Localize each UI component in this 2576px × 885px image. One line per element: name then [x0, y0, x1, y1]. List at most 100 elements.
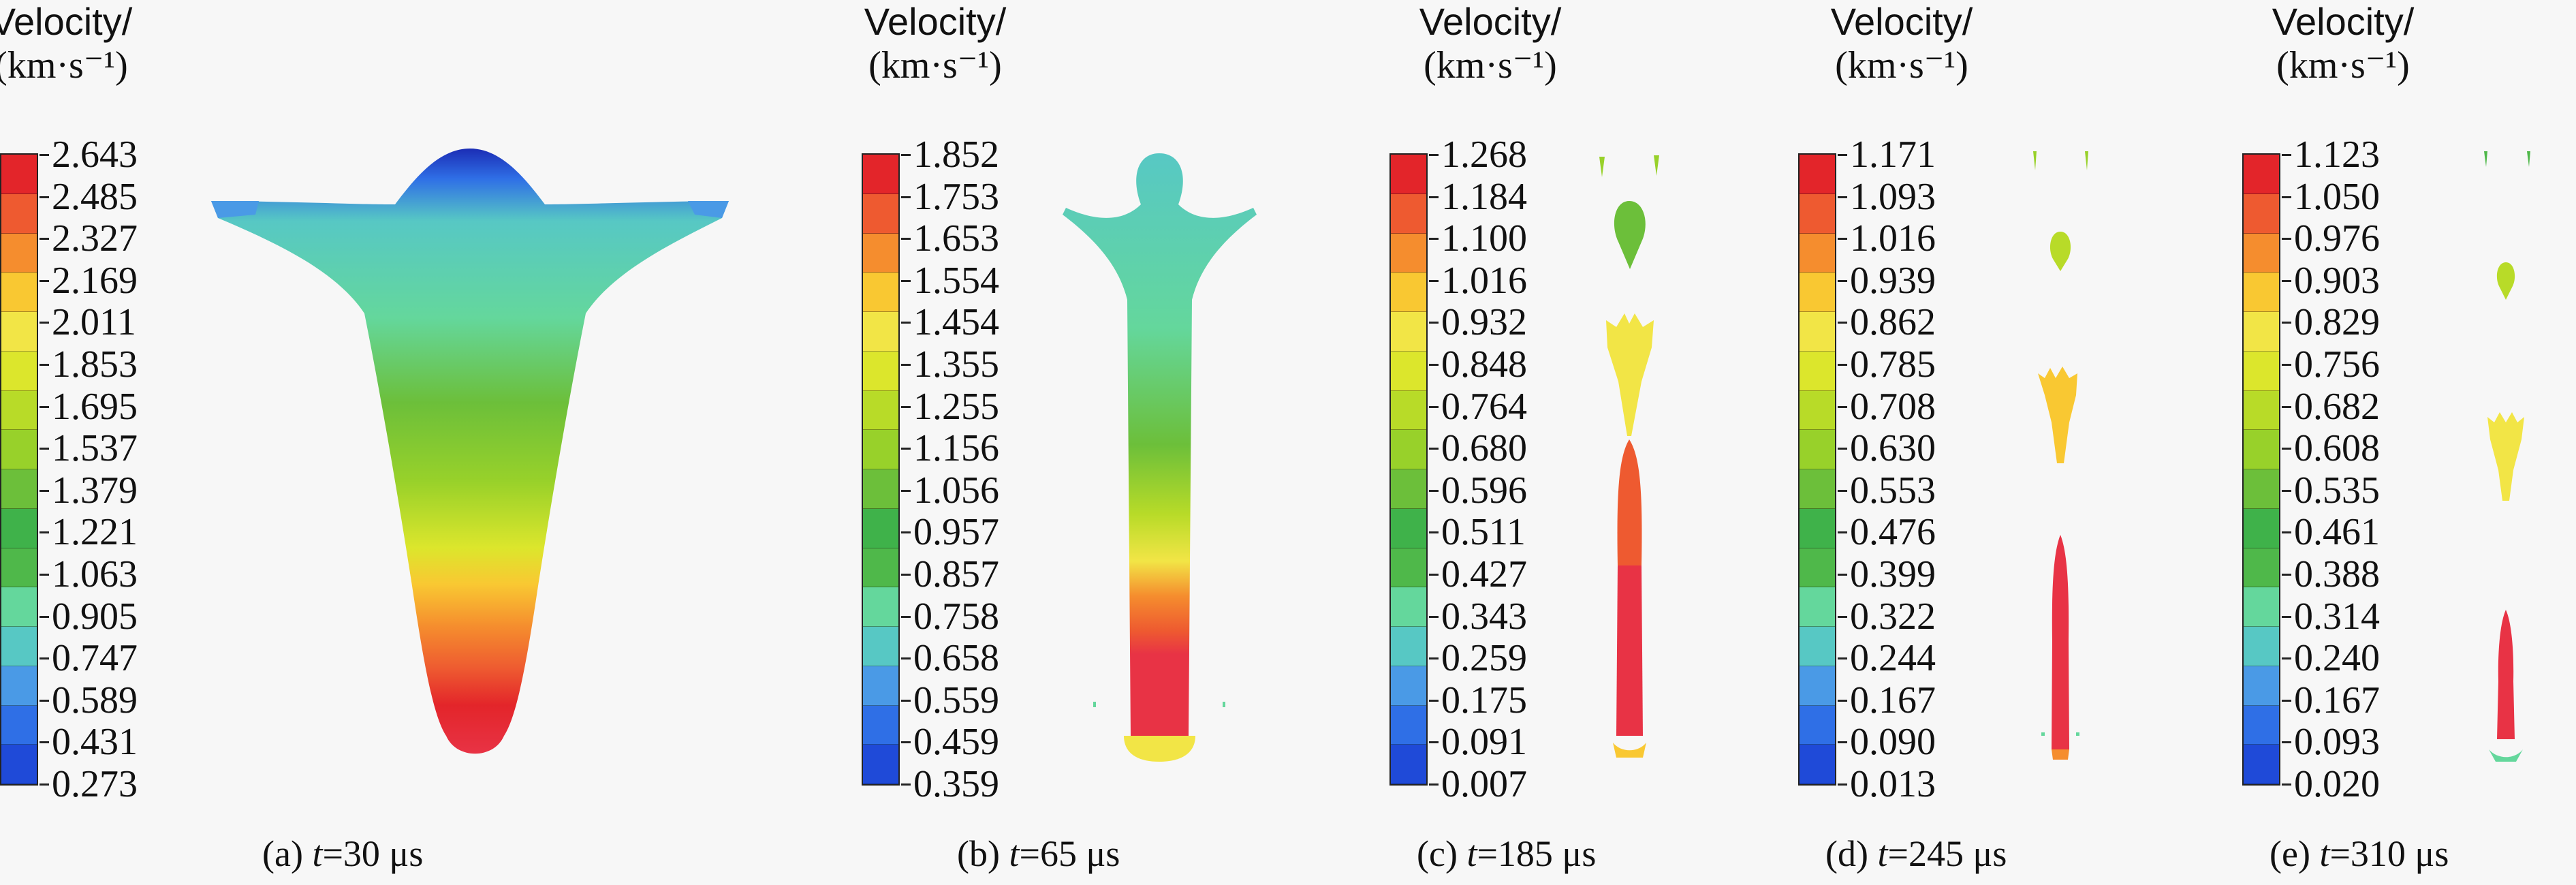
tick-label: 0.090: [1850, 721, 1936, 764]
tick-mark: [1838, 322, 1847, 324]
colorbar-segment: [863, 430, 898, 469]
colorbar-segment: [2244, 155, 2279, 194]
jet-velocity-field: [2484, 151, 2530, 762]
tick-label: 2.169: [52, 259, 138, 302]
tick-mark: [1429, 364, 1439, 366]
tick-mark: [1838, 657, 1847, 660]
colorbar-segment: [1391, 705, 1426, 745]
tick-label: 1.016: [1850, 217, 1936, 260]
tick-label: 0.461: [2294, 511, 2380, 554]
colorbar-segment: [863, 312, 898, 352]
tick-label: 1.653: [913, 217, 999, 260]
colorbar-segment: [1, 745, 37, 784]
tick-label: 0.175: [1441, 679, 1527, 721]
tick-label: 1.056: [913, 469, 999, 512]
tick-label: 1.093: [1850, 175, 1936, 218]
colorbar-segment: [863, 745, 898, 784]
colorbar-segment: [1, 233, 37, 273]
tick-label: 0.848: [1441, 343, 1527, 386]
tick-label: 0.535: [2294, 469, 2380, 512]
tick-mark: [1429, 279, 1439, 282]
tick-mark: [2282, 154, 2291, 156]
tick-label: 0.093: [2294, 721, 2380, 764]
tick-label: 0.708: [1850, 385, 1936, 428]
tick-mark: [901, 364, 911, 366]
tick-mark: [1838, 364, 1847, 366]
tick-label: 0.511: [1441, 511, 1526, 554]
colorbar-segment: [1, 193, 37, 234]
tick-mark: [901, 657, 911, 660]
tick-mark: [40, 405, 49, 408]
tick-label: 0.932: [1441, 301, 1527, 344]
colorbar-segment: [1, 312, 37, 352]
tick-mark: [1838, 574, 1847, 576]
colorbar-segment: [1, 430, 37, 469]
colorbar-segment: [1800, 351, 1835, 391]
colorbar-segment: [1391, 430, 1426, 469]
tick-mark: [1838, 448, 1847, 450]
colorbar-segment: [1800, 627, 1835, 666]
colorbar-segment: [863, 627, 898, 666]
colorbar-segment: [2244, 430, 2279, 469]
tick-mark: [901, 405, 911, 408]
tick-label: 0.399: [1850, 553, 1936, 595]
colorbar-segment: [1800, 469, 1835, 509]
tick-label: 1.156: [913, 427, 999, 470]
tick-label: 1.753: [913, 175, 999, 218]
colorbar-segment: [863, 390, 898, 431]
tick-mark: [1429, 196, 1439, 198]
tick-label: 0.240: [2294, 637, 2380, 680]
tick-mark: [1838, 783, 1847, 786]
tick-mark: [901, 783, 911, 786]
tick-label: 0.259: [1441, 637, 1527, 680]
tick-mark: [1429, 615, 1439, 618]
tick-label: 0.939: [1850, 259, 1936, 302]
colorbar-segment: [1800, 587, 1835, 627]
tick-label: 0.862: [1850, 301, 1936, 344]
tick-label: 0.244: [1850, 637, 1936, 680]
tick-mark: [2282, 448, 2291, 450]
tick-label: 1.221: [52, 511, 138, 554]
tick-label: 0.589: [52, 679, 138, 721]
colorbar-segment: [2244, 705, 2279, 745]
colorbar-segment: [1391, 312, 1426, 352]
tick-mark: [1429, 531, 1439, 534]
tick-mark: [901, 448, 911, 450]
tick-label: 0.273: [52, 763, 138, 805]
tick-label: 0.857: [913, 553, 999, 595]
tick-label: 0.013: [1850, 763, 1936, 805]
tick-mark: [2282, 405, 2291, 408]
tick-mark: [901, 615, 911, 618]
tick-label: 0.905: [52, 595, 138, 638]
tick-mark: [2282, 699, 2291, 702]
colorbar-segment: [2244, 745, 2279, 784]
colorbar-segment: [2244, 548, 2279, 588]
colorbar-segment: [1800, 273, 1835, 312]
panel-a: Velocity/ (km·s⁻¹) 2.643 2.485 2.327 2.169 2…: [0, 0, 783, 885]
colorbar-segment: [1391, 273, 1426, 312]
tick-label: 2.643: [52, 134, 138, 176]
colorbar-segment: [2244, 233, 2279, 273]
tick-label: 1.184: [1441, 175, 1527, 218]
colorbar-segment: [863, 193, 898, 234]
tick-mark: [1429, 238, 1439, 240]
tick-mark: [1429, 741, 1439, 744]
tick-label: 1.454: [913, 301, 999, 344]
colorbar-segment: [863, 351, 898, 391]
colorbar-title: Velocity/ (km·s⁻¹): [1419, 0, 1562, 87]
colorbar-segment: [1800, 155, 1835, 194]
tick-mark: [40, 741, 49, 744]
colorbar-segment: [863, 587, 898, 627]
tick-label: 1.063: [52, 553, 138, 595]
colorbar-segment: [1, 587, 37, 627]
tick-label: 1.268: [1441, 134, 1527, 176]
tick-mark: [901, 322, 911, 324]
colorbar-segment: [1391, 193, 1426, 234]
tick-mark: [901, 741, 911, 744]
tick-mark: [40, 448, 49, 450]
tick-mark: [1429, 322, 1439, 324]
tick-label: 1.050: [2294, 175, 2380, 218]
tick-mark: [40, 322, 49, 324]
tick-mark: [901, 154, 911, 156]
colorbar-segment: [1391, 155, 1426, 194]
